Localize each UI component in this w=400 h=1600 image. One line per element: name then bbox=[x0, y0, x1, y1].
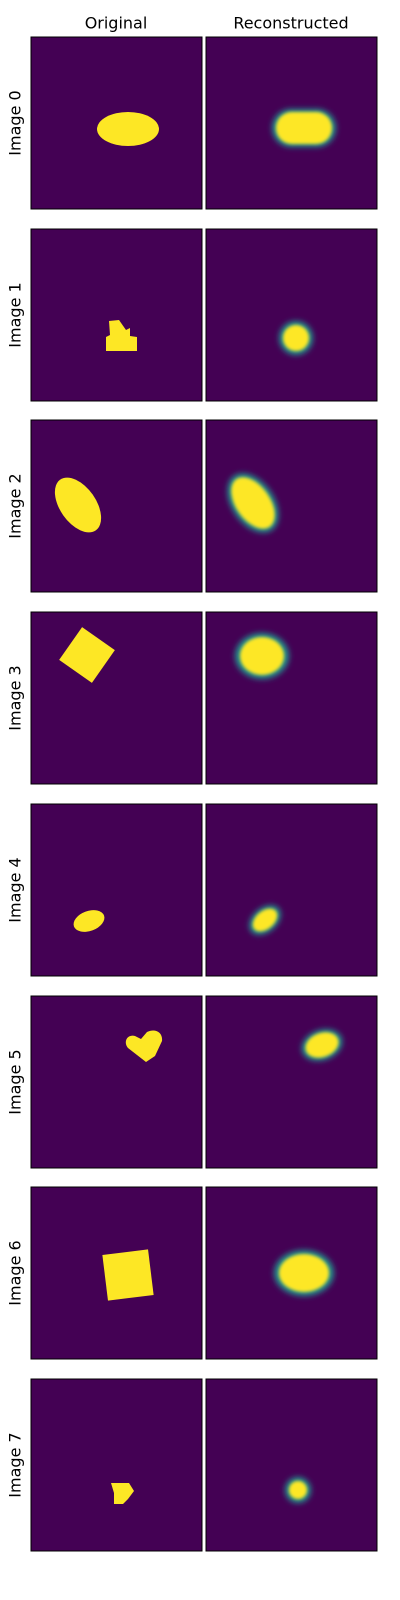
original-panel bbox=[30, 419, 203, 593]
reconstructed-panel bbox=[205, 228, 378, 402]
original-panel bbox=[30, 228, 203, 402]
reconstructed-panel bbox=[205, 1378, 378, 1552]
row-label: Image 6 bbox=[6, 1240, 25, 1305]
column-title: Original bbox=[85, 14, 148, 33]
row-label: Image 7 bbox=[6, 1432, 25, 1497]
original-panel bbox=[30, 1378, 203, 1552]
reconstructed-panel bbox=[205, 995, 378, 1169]
original-panel bbox=[30, 611, 203, 785]
original-panel bbox=[30, 803, 203, 977]
column-title: Reconstructed bbox=[233, 14, 348, 33]
original-panel bbox=[30, 36, 203, 210]
row-label: Image 2 bbox=[6, 473, 25, 538]
row-label: Image 0 bbox=[6, 90, 25, 155]
row-label: Image 1 bbox=[6, 282, 25, 347]
row-label: Image 5 bbox=[6, 1049, 25, 1114]
reconstructed-panel bbox=[205, 419, 378, 593]
original-panel bbox=[30, 1186, 203, 1360]
reconstructed-panel bbox=[205, 611, 378, 785]
row-label: Image 3 bbox=[6, 665, 25, 730]
reconstructed-panel bbox=[205, 1186, 378, 1360]
reconstructed-panel bbox=[205, 36, 378, 210]
row-label: Image 4 bbox=[6, 857, 25, 922]
reconstructed-panel bbox=[205, 803, 378, 977]
original-panel bbox=[30, 995, 203, 1169]
